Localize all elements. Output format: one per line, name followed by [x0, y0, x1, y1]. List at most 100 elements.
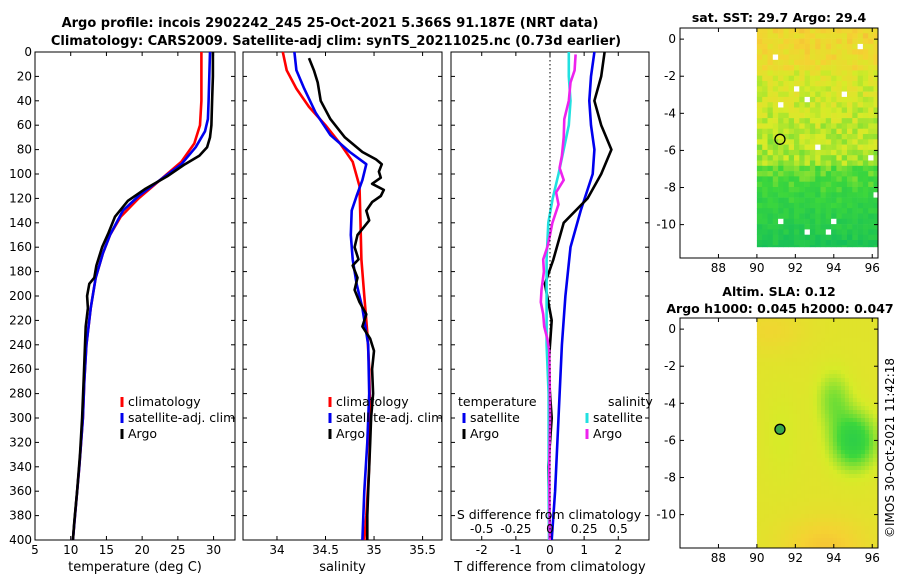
sla-heatmap-cell — [856, 334, 862, 339]
sla-heatmap-cell — [872, 366, 878, 371]
sla-heatmap-cell — [788, 430, 794, 435]
sla-heatmap-cell — [764, 322, 770, 327]
sla-heatmap-cell — [852, 378, 858, 383]
sla-heatmap-cell — [780, 546, 786, 549]
sla-heatmap-cell — [816, 446, 822, 451]
sla-heatmap-cell — [848, 414, 854, 419]
sla-heatmap-cell — [800, 434, 806, 439]
sla-heatmap-cell — [852, 394, 858, 399]
sla-heatmap-cell — [804, 494, 810, 499]
sla-heatmap-cell — [856, 534, 862, 539]
sst-heatmap-cell — [762, 59, 768, 66]
sla-heatmap-cell — [784, 486, 790, 491]
sla-heatmap-cell — [840, 530, 846, 535]
sla-heatmap-cell — [872, 382, 878, 387]
sst-heatmap-cell — [804, 43, 811, 50]
sst-heatmap-cell — [868, 149, 874, 156]
sla-heatmap-cell — [856, 446, 862, 451]
sla-heatmap-cell — [828, 494, 834, 499]
sla-heatmap-cell — [784, 426, 790, 431]
sla-heatmap-cell — [836, 462, 842, 467]
sst-heatmap-cell — [820, 197, 827, 204]
sst-heatmap-cell — [873, 91, 879, 98]
sst-heatmap-cell — [825, 86, 832, 92]
sla-heatmap-cell — [840, 526, 846, 531]
sst-heatmap-cell — [788, 208, 795, 214]
sla-heatmap-cell — [856, 378, 862, 383]
sst-heatmap-cell — [825, 165, 832, 172]
sst-heatmap-cell — [841, 176, 848, 182]
sla-heatmap-cell — [764, 498, 770, 503]
sla-heatmap-cell — [768, 402, 774, 407]
sla-heatmap-cell — [780, 478, 786, 483]
sst-heatmap-cell — [767, 49, 774, 55]
sla-heatmap-cell — [836, 442, 842, 447]
sla-heatmap-cell — [856, 374, 862, 379]
sla-heatmap-cell — [792, 342, 798, 347]
sla-heatmap-cell — [804, 366, 810, 371]
sla-heatmap-cell — [832, 454, 838, 459]
sst-heatmap-cell — [799, 75, 805, 82]
sla-heatmap-cell — [812, 318, 818, 323]
sla-heatmap-cell — [860, 414, 866, 419]
sla-heatmap-cell — [776, 414, 782, 419]
sst-heatmap-cell — [783, 192, 789, 198]
sla-heatmap-cell — [872, 334, 878, 339]
sla-heatmap-cell — [860, 430, 866, 435]
sst-heatmap-cell — [825, 118, 832, 124]
sla-heatmap-cell — [776, 538, 782, 543]
sst-heatmap-cell — [809, 149, 816, 156]
sst-heatmap-cell — [820, 192, 827, 198]
sst-heatmap-cell — [820, 155, 827, 161]
sla-heatmap-cell — [844, 374, 850, 379]
sst-heatmap-cell — [825, 70, 832, 76]
sla-heatmap-cell — [816, 410, 822, 415]
sla-heatmap-cell — [800, 354, 806, 359]
sst-heatmap-cell — [852, 96, 858, 103]
sla-heatmap-cell — [848, 370, 854, 375]
sst-heatmap-cell — [857, 134, 864, 140]
sla-heatmap-cell — [848, 470, 854, 475]
sla-heatmap-cell — [812, 450, 818, 455]
sst-heatmap-cell — [788, 139, 795, 145]
sla-heatmap-cell — [816, 422, 822, 427]
sla-heatmap-cell — [848, 326, 854, 331]
sst-heatmap-cell — [799, 245, 805, 248]
sla-heatmap-cell — [804, 434, 810, 439]
sst-heatmap-cell — [825, 38, 832, 45]
sla-heatmap-cell — [824, 398, 830, 403]
sst-heatmap-cell — [847, 28, 853, 34]
sla-heatmap-cell — [784, 538, 790, 543]
sla-heatmap-cell — [844, 430, 850, 435]
sla-heatmap-cell — [860, 382, 866, 387]
sla-heatmap-cell — [836, 482, 842, 487]
sla-heatmap-cell — [756, 506, 762, 511]
sla-heatmap-cell — [776, 450, 782, 455]
sst-heatmap-cell — [772, 155, 779, 161]
sla-heatmap-cell — [856, 506, 862, 511]
sst-heatmap-cell — [762, 234, 768, 241]
sla-heatmap-cell — [812, 522, 818, 527]
sla-heatmap-cell — [836, 326, 842, 331]
sst-heatmap-cell — [809, 245, 816, 248]
sst-heatmap-cell — [857, 86, 864, 92]
sla-heatmap-cell — [864, 430, 870, 435]
sla-heatmap-cell — [864, 406, 870, 411]
sla-heatmap-cell — [796, 390, 802, 395]
sla-heatmap-cell — [788, 390, 794, 395]
sla-heatmap-cell — [872, 474, 878, 479]
sst-heatmap-cell — [804, 86, 811, 92]
sla-heatmap-cell — [768, 366, 774, 371]
sst-heatmap-cell — [820, 38, 827, 45]
sla-heatmap-cell — [836, 498, 842, 503]
differences-top-xtick-label: 0.25 — [571, 522, 598, 536]
sst-heatmap-cell — [836, 224, 842, 230]
sst-heatmap-cell — [772, 176, 779, 182]
sst-heatmap-cell — [836, 240, 842, 246]
salinity-xtick-label: 35.5 — [409, 543, 436, 557]
sla-heatmap-cell — [764, 490, 770, 495]
sla-heatmap-cell — [756, 458, 762, 463]
sst-heatmap-cell — [804, 208, 811, 214]
sla-heatmap-cell — [772, 362, 778, 367]
sla-heatmap-cell — [868, 446, 874, 451]
